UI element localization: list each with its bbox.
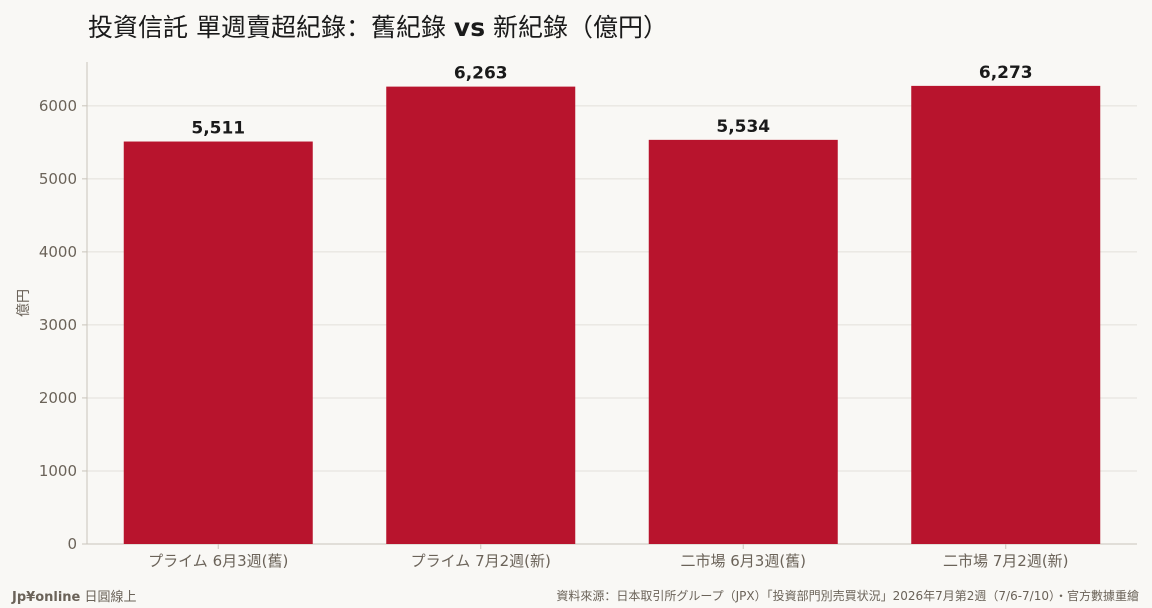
chart-title-part3: 新紀錄（億円） — [485, 13, 668, 42]
bar-value-label: 6,263 — [454, 64, 508, 84]
y-tick-label: 0 — [67, 535, 77, 553]
y-axis-title: 億円 — [16, 289, 32, 317]
brand-suffix: 日圓線上 — [80, 590, 137, 605]
y-tick-label: 1000 — [39, 462, 77, 480]
x-tick-label: プライム 6月3週(舊) — [148, 552, 288, 570]
labels-layer: 0 1000 2000 3000 4000 5000 6000 5,511 プライム 6月3週(… — [39, 63, 1069, 570]
bar-value-label: 5,511 — [191, 119, 245, 139]
x-tick-label: 二市場 7月2週(新) — [943, 552, 1069, 570]
footer-source: 資料來源：日本取引所グループ（JPX）「投資部門別売買状況」2026年7月第2週… — [556, 589, 1139, 603]
chart-title-vs: vs — [454, 13, 485, 42]
x-tick-label: 二市場 6月3週(舊) — [680, 552, 806, 570]
bar — [386, 86, 576, 545]
bar-value-label: 5,534 — [716, 117, 770, 137]
y-tick-label: 2000 — [39, 389, 77, 407]
chart-title: 投資信託 單週賣超紀錄：舊紀錄 vs 新紀錄（億円） — [88, 13, 668, 42]
y-tick-label: 4000 — [39, 243, 77, 261]
bar-value-label: 6,273 — [979, 63, 1033, 83]
x-tick-label: プライム 7月2週(新) — [411, 552, 551, 570]
bars-layer — [123, 85, 1101, 545]
bar — [123, 141, 313, 544]
chart-title-part1: 投資信託 單週賣超紀錄：舊紀錄 — [88, 13, 454, 42]
footer-brand: Jp¥online 日圓線上 — [12, 586, 137, 605]
y-tick-label: 6000 — [39, 97, 77, 115]
brand-name: Jp¥online — [12, 590, 81, 605]
y-tick-label: 3000 — [39, 316, 77, 334]
bar — [911, 85, 1101, 544]
y-tick-label: 5000 — [39, 170, 77, 188]
bar — [648, 139, 838, 545]
